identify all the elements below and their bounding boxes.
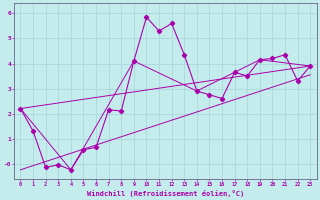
X-axis label: Windchill (Refroidissement éolien,°C): Windchill (Refroidissement éolien,°C) <box>87 190 244 197</box>
